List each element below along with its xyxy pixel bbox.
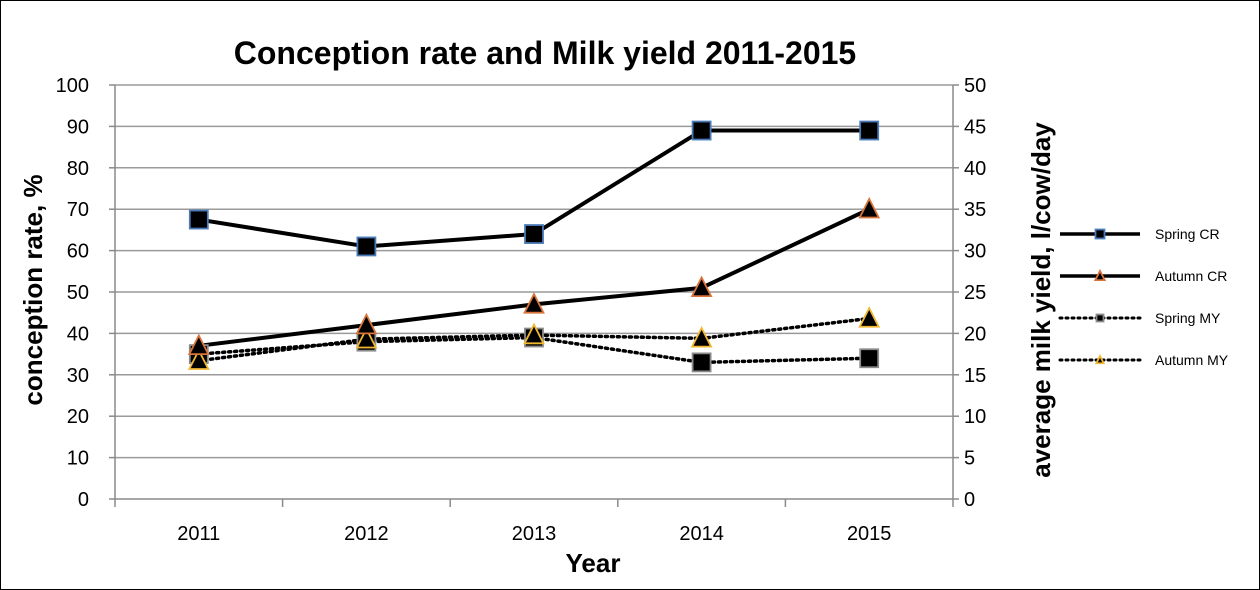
right-tick-label: 35 <box>964 199 986 221</box>
right-tick-label: 30 <box>964 241 986 263</box>
left-tick-label: 90 <box>67 116 89 138</box>
data-point-spring-cr <box>188 209 209 230</box>
right-axis-title: average milk yield, l/cow/day <box>1026 122 1056 478</box>
data-point-autumn-cr <box>355 312 378 335</box>
left-tick-label: 60 <box>67 241 89 263</box>
series-markers <box>187 120 881 373</box>
data-point-spring-cr <box>691 120 712 141</box>
right-tick-label: 45 <box>964 116 986 138</box>
data-point-autumn-my <box>690 326 713 348</box>
right-tick-label: 40 <box>964 158 986 180</box>
legend-label-spring-cr: Spring CR <box>1155 226 1220 242</box>
data-point-spring-my <box>859 348 880 369</box>
right-tick-label: 15 <box>964 365 986 387</box>
left-tick-label: 0 <box>78 489 89 511</box>
legend: Spring CR Autumn CR Spring MY Autumn MY <box>1058 226 1229 368</box>
legend-marker-autumn-cr <box>1093 268 1107 282</box>
x-axis-title: Year <box>566 548 621 578</box>
legend-label-autumn-cr: Autumn CR <box>1155 268 1227 284</box>
data-point-spring-my <box>691 352 712 373</box>
x-tick-label: 2012 <box>344 523 389 545</box>
right-tick-label: 50 <box>964 75 986 97</box>
data-point-autumn-my <box>523 322 545 345</box>
x-tick-label: 2014 <box>679 523 724 545</box>
right-tick-label: 5 <box>964 448 975 470</box>
legend-label-spring-my: Spring MY <box>1155 310 1221 326</box>
left-tick-label: 50 <box>67 282 89 304</box>
data-point-autumn-cr <box>690 275 713 298</box>
right-axis-ticks: 0 5 10 15 20 25 30 35 40 45 50 <box>953 75 986 511</box>
left-tick-label: 70 <box>67 199 89 221</box>
data-point-autumn-cr <box>187 333 210 356</box>
data-point-spring-cr <box>859 120 880 141</box>
legend-marker-spring-cr <box>1094 228 1106 240</box>
left-tick-label: 10 <box>67 448 89 470</box>
data-point-spring-cr <box>524 224 544 244</box>
left-axis-title: conception rate, % <box>18 174 48 405</box>
x-axis-ticks: 2011 2012 2013 2014 2015 <box>114 499 954 545</box>
data-point-autumn-my <box>355 326 378 349</box>
data-point-autumn-my <box>187 348 210 370</box>
x-tick-label: 2013 <box>512 523 557 545</box>
left-axis-ticks: 0 10 20 30 40 50 60 70 80 90 100 <box>56 75 115 511</box>
data-point-spring-cr <box>356 236 377 257</box>
right-tick-label: 20 <box>964 323 986 345</box>
left-tick-label: 30 <box>67 365 89 387</box>
right-tick-label: 10 <box>964 406 986 428</box>
legend-label-autumn-my: Autumn MY <box>1155 352 1229 368</box>
data-point-autumn-cr <box>858 196 881 219</box>
legend-marker-spring-my <box>1095 313 1105 323</box>
x-tick-label: 2011 <box>177 523 220 545</box>
x-tick-label: 2015 <box>847 523 892 545</box>
data-point-autumn-cr <box>523 292 545 314</box>
data-point-autumn-my <box>858 306 881 328</box>
legend-marker-autumn-my <box>1094 353 1106 365</box>
left-tick-label: 20 <box>67 406 89 428</box>
gridlines <box>115 84 953 459</box>
right-tick-label: 0 <box>964 489 975 511</box>
left-tick-label: 80 <box>67 158 89 180</box>
left-tick-label: 100 <box>56 75 89 97</box>
right-tick-label: 25 <box>964 282 986 304</box>
left-tick-label: 40 <box>67 323 89 345</box>
chart-title: Conception rate and Milk yield 2011-2015 <box>234 35 856 71</box>
